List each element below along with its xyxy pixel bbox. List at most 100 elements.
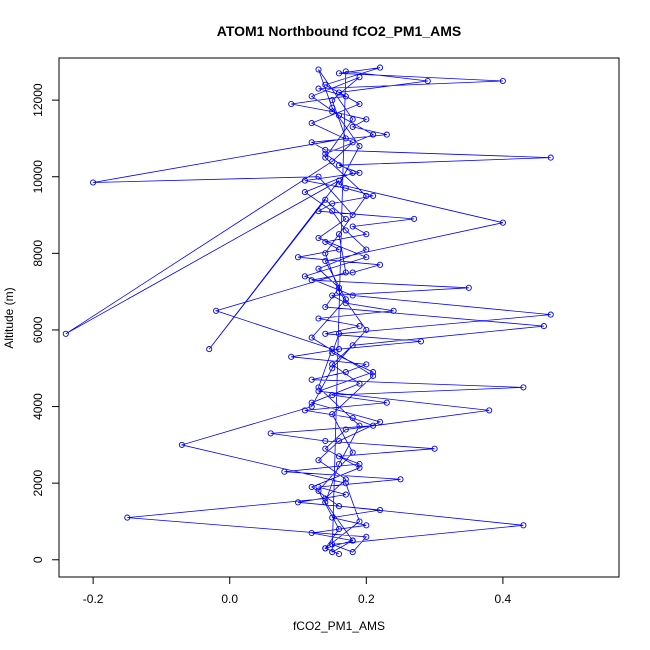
- data-point: [329, 349, 336, 356]
- data-point: [335, 181, 343, 188]
- series-lines: [65, 67, 551, 555]
- data-point: [329, 108, 336, 115]
- x-axis-label: fCO2_PM1_AMS: [293, 619, 385, 633]
- data-point: [363, 361, 370, 368]
- data-point: [363, 522, 370, 529]
- data-point: [342, 68, 349, 75]
- data-point: [356, 380, 363, 387]
- data-point: [370, 131, 377, 138]
- data-point: [376, 418, 384, 425]
- data-point: [288, 100, 295, 108]
- data-point: [308, 93, 315, 100]
- data-point: [90, 179, 97, 186]
- data-point: [335, 437, 343, 445]
- data-point: [349, 342, 356, 349]
- data-point: [124, 514, 131, 521]
- data-point: [342, 215, 349, 222]
- data-point: [342, 269, 349, 276]
- data-point: [349, 223, 356, 230]
- data-point: [335, 112, 343, 119]
- y-tick-label: 12000: [31, 83, 45, 117]
- data-point: [335, 346, 343, 353]
- data-point: [308, 376, 315, 383]
- data-point: [349, 116, 356, 123]
- data-point: [342, 296, 349, 303]
- data-point: [315, 265, 322, 272]
- data-point: [356, 100, 363, 108]
- data-point: [322, 257, 329, 265]
- data-point: [335, 550, 343, 558]
- data-point: [301, 189, 308, 196]
- data-point: [356, 518, 363, 525]
- data-point: [342, 426, 349, 433]
- data-point: [335, 284, 343, 291]
- data-point: [363, 192, 370, 199]
- chart-title: ATOM1 Northbound fCO2_PM1_AMS: [217, 23, 462, 39]
- data-point: [349, 292, 356, 299]
- series-line: [65, 67, 551, 555]
- y-tick-label: 4000: [31, 393, 45, 420]
- data-point: [370, 369, 377, 376]
- data-point: [335, 526, 343, 533]
- data-point: [349, 537, 356, 544]
- x-tick-label: 0.0: [221, 592, 238, 606]
- data-point: [356, 464, 363, 471]
- data-point: [335, 246, 343, 253]
- data-point: [335, 177, 343, 184]
- data-point: [213, 307, 220, 314]
- data-point: [356, 460, 363, 468]
- data-point: [349, 211, 356, 219]
- data-point: [335, 70, 343, 77]
- data-point: [349, 169, 356, 176]
- data-point: [322, 81, 329, 88]
- y-tick-label: 0: [31, 556, 45, 563]
- data-point: [370, 192, 377, 199]
- data-point: [349, 549, 356, 556]
- data-point: [329, 200, 336, 207]
- data-point: [329, 549, 336, 556]
- data-point: [315, 85, 322, 92]
- data-point: [486, 407, 493, 414]
- data-point: [206, 346, 213, 353]
- data-point: [301, 407, 308, 414]
- data-point: [308, 529, 315, 537]
- data-point: [329, 392, 336, 399]
- data-point: [322, 445, 329, 452]
- data-point: [315, 487, 322, 494]
- data-point: [349, 139, 356, 146]
- data-point: [520, 522, 527, 529]
- data-point: [376, 64, 384, 71]
- data-point: [308, 403, 315, 410]
- data-point: [329, 365, 336, 372]
- data-point: [322, 499, 329, 506]
- plot-frame: [58, 57, 620, 578]
- data-point: [322, 154, 329, 161]
- data-point: [465, 284, 472, 291]
- data-point: [315, 208, 322, 215]
- data-point: [547, 311, 554, 318]
- data-point: [329, 411, 336, 418]
- data-point: [288, 353, 295, 360]
- data-point: [363, 326, 370, 333]
- data-point: [329, 104, 336, 111]
- data-point: [520, 384, 527, 391]
- data-point: [308, 277, 315, 284]
- data-point: [315, 483, 322, 491]
- data-point: [349, 123, 356, 130]
- series-points: [62, 64, 554, 558]
- data-point: [383, 399, 390, 406]
- data-point: [322, 146, 329, 153]
- data-point: [356, 74, 363, 81]
- data-point: [301, 273, 308, 280]
- data-point: [376, 506, 384, 514]
- data-point: [335, 89, 343, 96]
- data-point: [376, 261, 384, 268]
- data-point: [499, 219, 506, 226]
- data-point: [342, 300, 349, 307]
- x-tick-label: 0.2: [358, 592, 375, 606]
- data-point: [62, 330, 69, 337]
- data-point: [342, 491, 349, 498]
- data-point: [329, 346, 336, 353]
- y-tick-label: 10000: [31, 160, 45, 194]
